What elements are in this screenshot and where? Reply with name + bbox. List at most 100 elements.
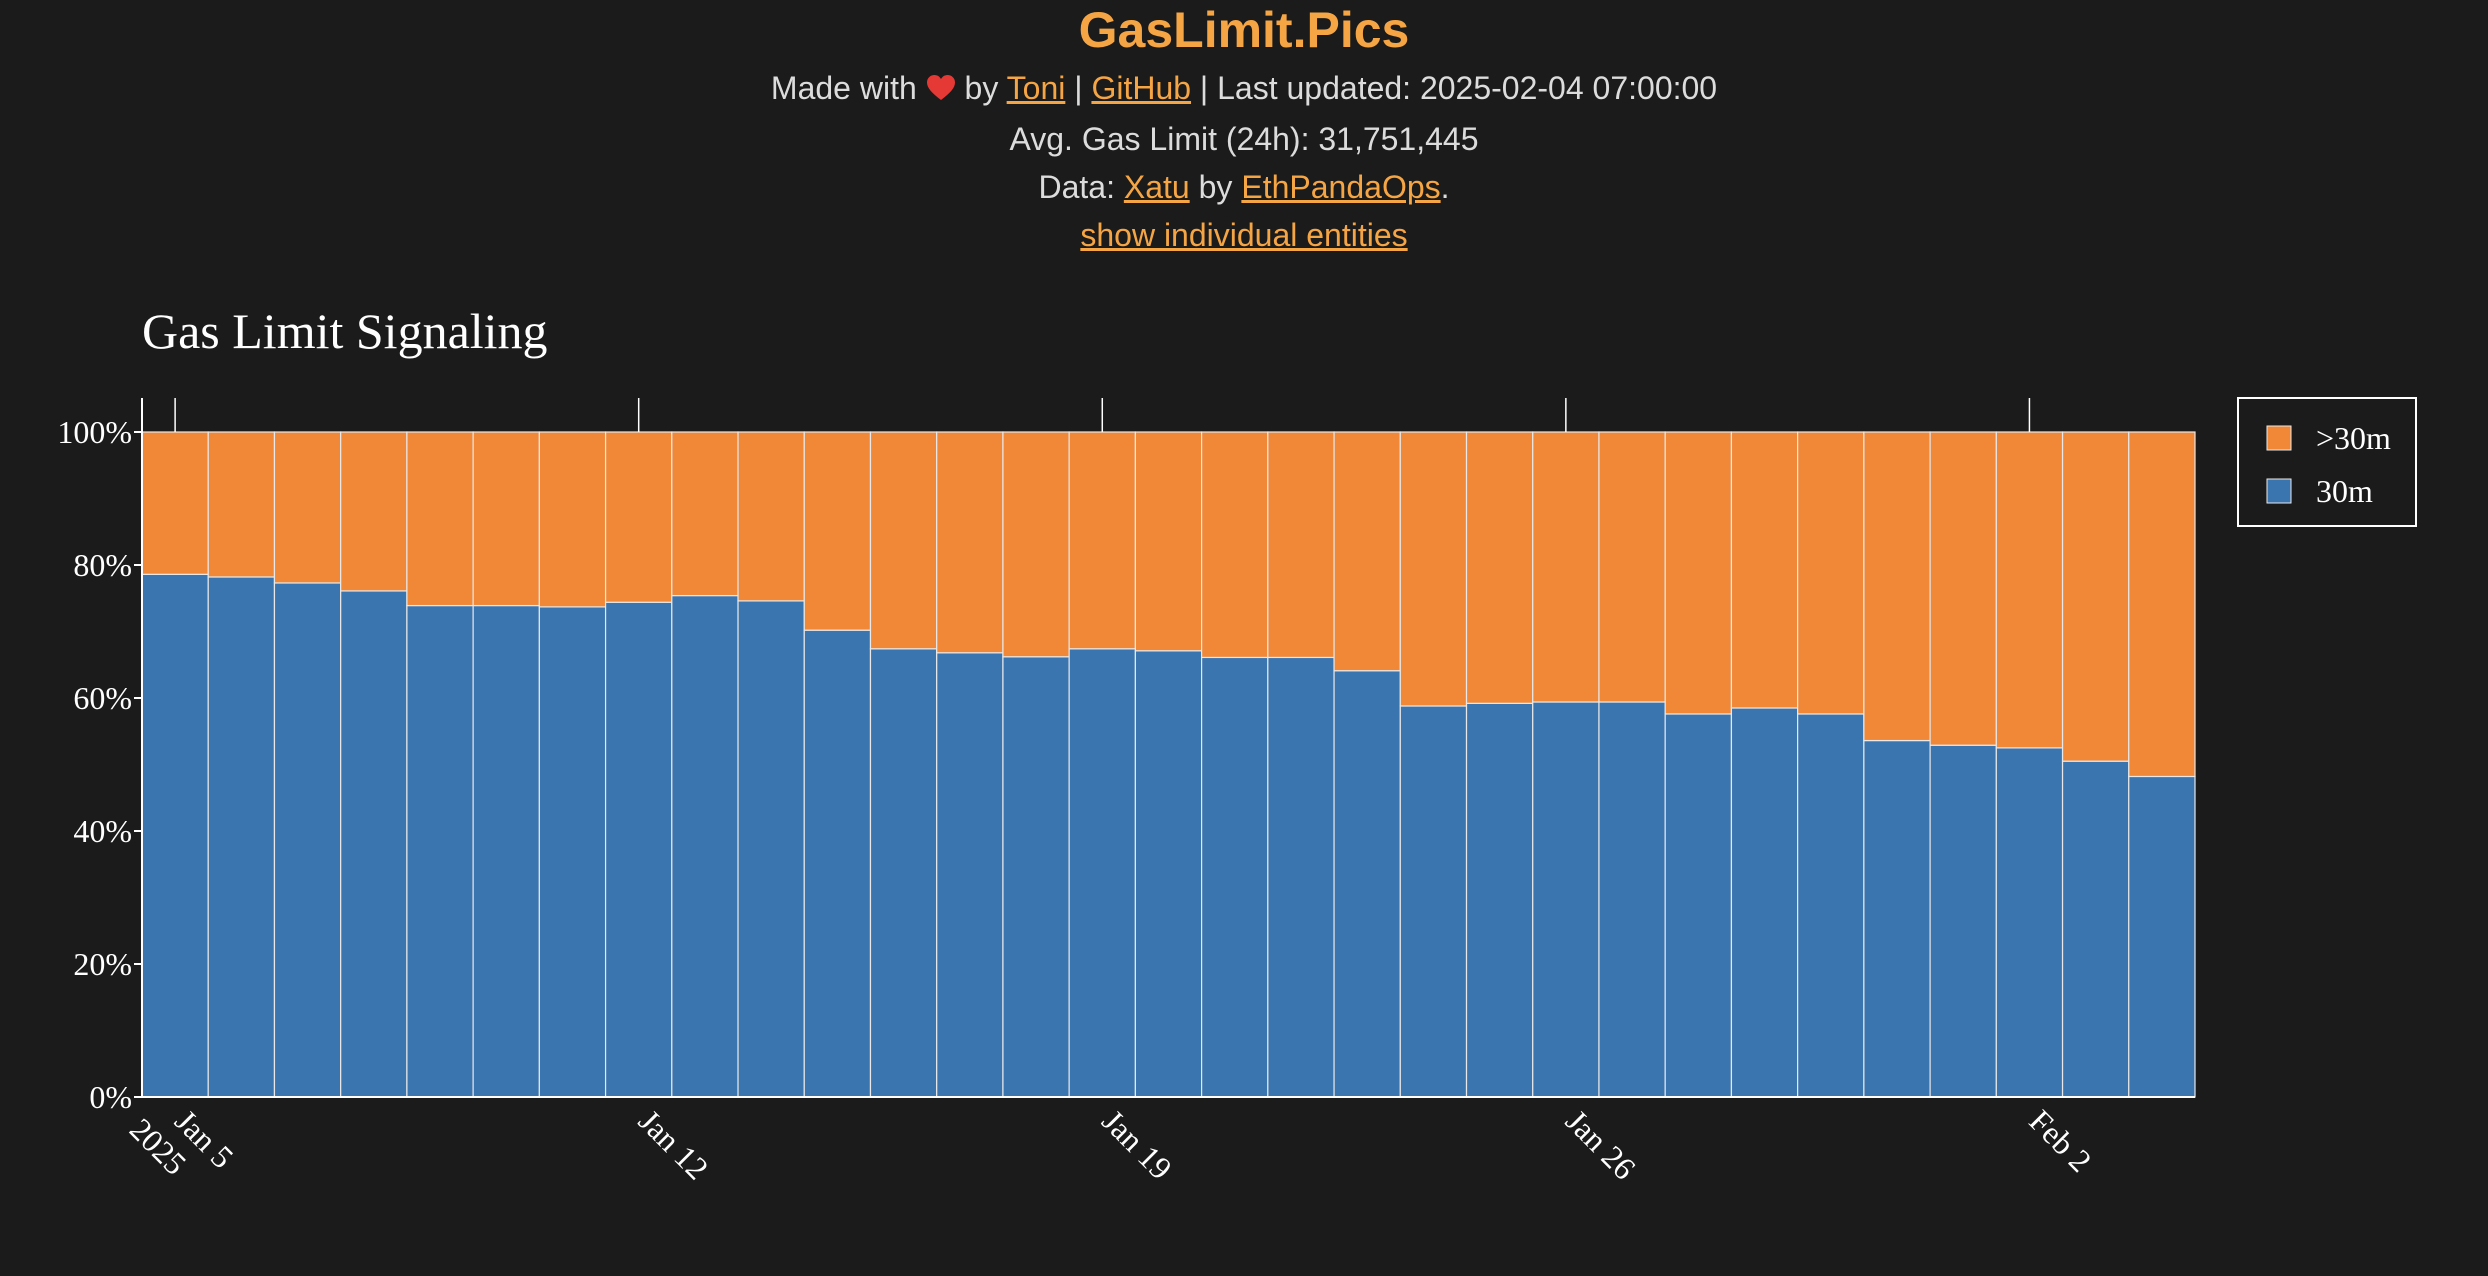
by-text: by — [964, 70, 999, 106]
x-tick-label: Jan 12 — [632, 1102, 716, 1186]
x-tick-label: Jan 26 — [1559, 1102, 1643, 1186]
bar-30m-2025-01-31[interactable] — [1863, 739, 1931, 1098]
bar-gt30m-2025-01-07[interactable] — [273, 431, 342, 584]
ethpandaops-link[interactable]: EthPandaOps — [1241, 169, 1441, 205]
bars-group — [141, 431, 2196, 1098]
bar-30m-2025-01-13[interactable] — [671, 594, 739, 1098]
chart-title: Gas Limit Signaling — [142, 303, 548, 359]
credits-line: Made with by Toni | GitHub | Last update… — [0, 64, 2488, 115]
toggle-line: show individual entities — [0, 211, 2488, 259]
x-tick-label: Feb 2 — [2022, 1102, 2098, 1178]
bar-gt30m-2025-01-25[interactable] — [1465, 431, 1534, 704]
bar-30m-2025-01-14[interactable] — [737, 600, 805, 1098]
bar-gt30m-2025-01-18[interactable] — [1002, 431, 1070, 658]
bar-gt30m-2025-01-27[interactable] — [1598, 431, 1666, 703]
bar-gt30m-2025-01-28[interactable] — [1664, 431, 1733, 715]
bar-gt30m-2025-01-31[interactable] — [1863, 431, 1931, 742]
bar-gt30m-2025-01-08[interactable] — [340, 431, 408, 592]
bar-30m-2025-01-26[interactable] — [1532, 701, 1600, 1098]
bar-30m-2025-02-01[interactable] — [1929, 744, 1997, 1098]
bar-gt30m-2025-02-04[interactable] — [2128, 431, 2196, 778]
bar-gt30m-2025-01-11[interactable] — [538, 431, 607, 608]
bar-30m-2025-01-09[interactable] — [406, 604, 474, 1098]
bar-30m-2025-02-04[interactable] — [2128, 775, 2196, 1098]
bar-30m-2025-02-03[interactable] — [2061, 760, 2130, 1098]
bar-gt30m-2025-01-13[interactable] — [671, 431, 739, 597]
bar-gt30m-2025-01-22[interactable] — [1267, 431, 1335, 659]
separator: | — [1074, 70, 1083, 106]
legend-swatch-30m[interactable] — [2266, 478, 2292, 504]
bar-30m-2025-02-02[interactable] — [1995, 747, 2064, 1098]
bar-30m-2025-01-28[interactable] — [1664, 713, 1733, 1098]
bar-gt30m-2025-01-05[interactable] — [141, 431, 209, 575]
y-tick-label: 20% — [73, 946, 132, 982]
bar-gt30m-2025-02-02[interactable] — [1995, 431, 2064, 749]
page-header: GasLimit.Pics Made with by Toni | GitHub… — [0, 0, 2488, 259]
y-tick-label: 40% — [73, 813, 132, 849]
bar-gt30m-2025-01-09[interactable] — [406, 431, 474, 607]
bar-gt30m-2025-01-21[interactable] — [1201, 431, 1269, 659]
data-source-line: Data: Xatu by EthPandaOps. — [0, 163, 2488, 211]
bar-30m-2025-01-12[interactable] — [604, 601, 673, 1098]
bar-gt30m-2025-01-20[interactable] — [1134, 431, 1203, 652]
bar-30m-2025-01-25[interactable] — [1465, 702, 1534, 1098]
legend-label-gt30m[interactable]: >30m — [2316, 420, 2391, 456]
bar-30m-2025-01-27[interactable] — [1598, 701, 1666, 1098]
bar-gt30m-2025-01-14[interactable] — [737, 431, 805, 602]
bar-30m-2025-01-21[interactable] — [1201, 656, 1269, 1098]
bar-gt30m-2025-01-29[interactable] — [1730, 431, 1799, 709]
y-tick-label: 80% — [73, 547, 132, 583]
site-title: GasLimit.Pics — [1078, 2, 1410, 58]
y-tick-label: 60% — [73, 680, 132, 716]
data-prefix-text: Data: — [1038, 169, 1115, 205]
data-by-text: by — [1198, 169, 1233, 205]
bar-gt30m-2025-02-01[interactable] — [1929, 431, 1997, 746]
bar-30m-2025-01-24[interactable] — [1399, 705, 1468, 1098]
legend-label-30m[interactable]: 30m — [2316, 473, 2373, 509]
bar-30m-2025-01-29[interactable] — [1730, 707, 1799, 1098]
bar-30m-2025-01-08[interactable] — [340, 590, 408, 1098]
bar-30m-2025-01-18[interactable] — [1002, 656, 1070, 1098]
heart-icon — [926, 67, 956, 115]
bar-gt30m-2025-01-16[interactable] — [869, 431, 938, 650]
bar-gt30m-2025-01-17[interactable] — [936, 431, 1004, 654]
bar-30m-2025-01-23[interactable] — [1333, 670, 1401, 1098]
show-entities-link[interactable]: show individual entities — [1080, 217, 1408, 253]
bar-30m-2025-01-11[interactable] — [538, 606, 607, 1098]
bar-gt30m-2025-01-15[interactable] — [803, 431, 872, 631]
bar-30m-2025-01-10[interactable] — [472, 604, 540, 1098]
bar-30m-2025-01-15[interactable] — [803, 629, 872, 1098]
bar-30m-2025-01-22[interactable] — [1267, 656, 1335, 1098]
bar-30m-2025-01-07[interactable] — [273, 582, 342, 1098]
y-tick-label: 100% — [57, 414, 132, 450]
xatu-link[interactable]: Xatu — [1123, 169, 1190, 205]
github-link[interactable]: GitHub — [1091, 70, 1192, 106]
bar-30m-2025-01-17[interactable] — [936, 652, 1004, 1098]
bar-gt30m-2025-02-03[interactable] — [2061, 431, 2130, 762]
last-updated-text: Last updated: 2025-02-04 07:00:00 — [1217, 70, 1718, 106]
bar-30m-2025-01-19[interactable] — [1068, 648, 1136, 1098]
data-suffix-text: . — [1440, 169, 1450, 205]
bar-gt30m-2025-01-23[interactable] — [1333, 431, 1401, 672]
author-link[interactable]: Toni — [1006, 70, 1066, 106]
bar-gt30m-2025-01-12[interactable] — [604, 431, 673, 603]
bar-gt30m-2025-01-19[interactable] — [1068, 431, 1136, 650]
bar-30m-2025-01-30[interactable] — [1797, 713, 1865, 1098]
x-tick-label: Jan 19 — [1095, 1102, 1179, 1186]
bar-gt30m-2025-01-10[interactable] — [472, 431, 540, 607]
bar-gt30m-2025-01-26[interactable] — [1532, 431, 1600, 703]
bar-30m-2025-01-16[interactable] — [869, 648, 938, 1098]
legend-swatch-gt30m[interactable] — [2266, 425, 2292, 451]
bar-30m-2025-01-05[interactable] — [141, 573, 209, 1098]
bar-gt30m-2025-01-06[interactable] — [207, 431, 276, 578]
bar-gt30m-2025-01-30[interactable] — [1797, 431, 1865, 715]
made-with-text: Made with — [770, 70, 917, 106]
legend: >30m 30m — [2237, 397, 2417, 527]
bar-gt30m-2025-01-24[interactable] — [1399, 431, 1468, 707]
bar-30m-2025-01-20[interactable] — [1134, 650, 1203, 1098]
legend-box — [2237, 397, 2417, 527]
y-tick-label: 0% — [89, 1079, 132, 1115]
separator: | — [1199, 70, 1209, 106]
bar-30m-2025-01-06[interactable] — [207, 576, 276, 1098]
